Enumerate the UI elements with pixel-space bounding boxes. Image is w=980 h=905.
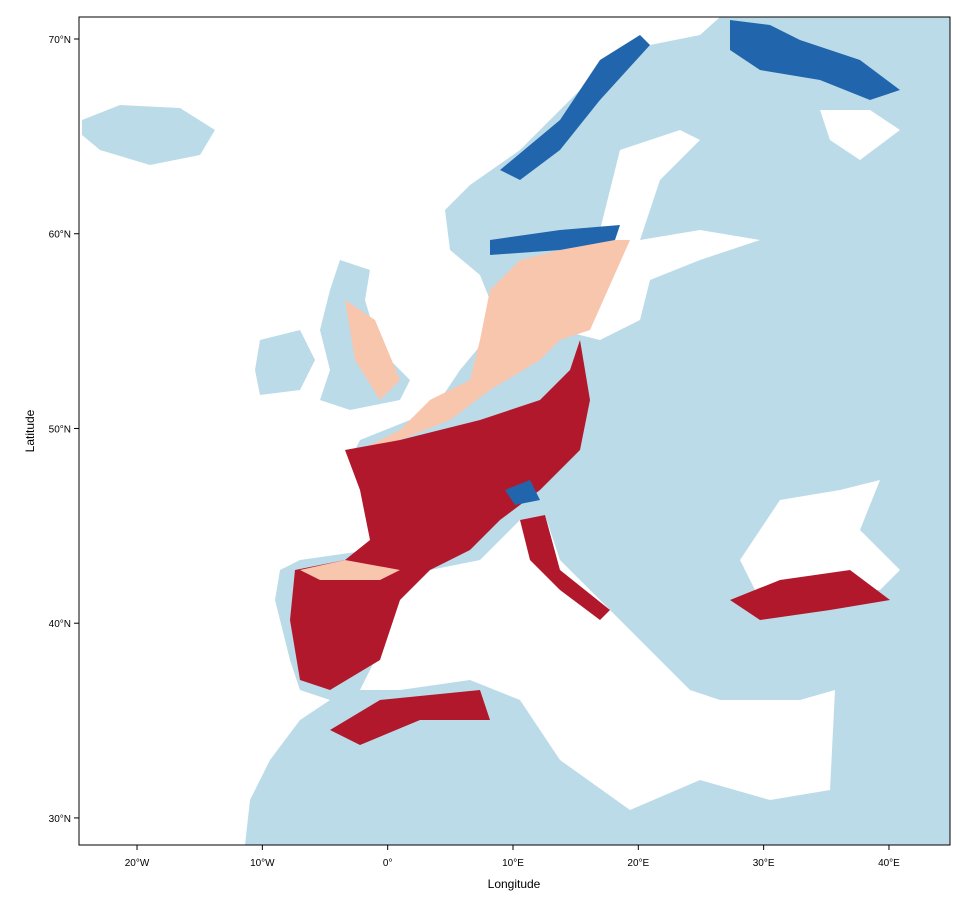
plot-frame <box>78 16 951 846</box>
y-tick-label: 40°N <box>49 619 71 630</box>
x-tick-label: 0° <box>383 858 393 869</box>
x-tick-label: 30°E <box>753 858 775 869</box>
iceland <box>82 105 215 165</box>
y-axis-title: Latitude <box>23 409 37 452</box>
region-blue-norway <box>500 35 650 180</box>
x-axis-title: Longitude <box>488 877 541 891</box>
mediterranean-sea <box>360 515 835 810</box>
y-tick-label: 30°N <box>49 814 71 825</box>
region-peach <box>360 240 630 450</box>
x-tick-label: 40°E <box>878 858 900 869</box>
region-red <box>290 340 590 690</box>
x-tick-label: 20°W <box>125 858 150 869</box>
region-peach-uk <box>345 300 400 400</box>
region-blue-band <box>490 225 620 255</box>
ireland <box>255 330 315 395</box>
map-area <box>79 17 950 845</box>
region-red-turkey <box>730 570 890 620</box>
y-tick-label: 50°N <box>49 424 71 435</box>
region-red-italy <box>520 515 610 620</box>
x-tick-label: 10°W <box>250 858 275 869</box>
y-tick-label: 70°N <box>49 35 71 46</box>
region-peach-iberia <box>300 560 400 580</box>
region-red-africa <box>330 690 490 745</box>
region-blue-kola <box>730 20 900 100</box>
region-blue-alps <box>505 480 540 505</box>
x-tick-label: 20°E <box>627 858 649 869</box>
black-sea <box>740 480 900 600</box>
x-tick-label: 10°E <box>502 858 524 869</box>
white-sea <box>820 110 900 160</box>
y-tick-label: 60°N <box>49 230 71 241</box>
atlantic-ocean <box>79 17 720 845</box>
